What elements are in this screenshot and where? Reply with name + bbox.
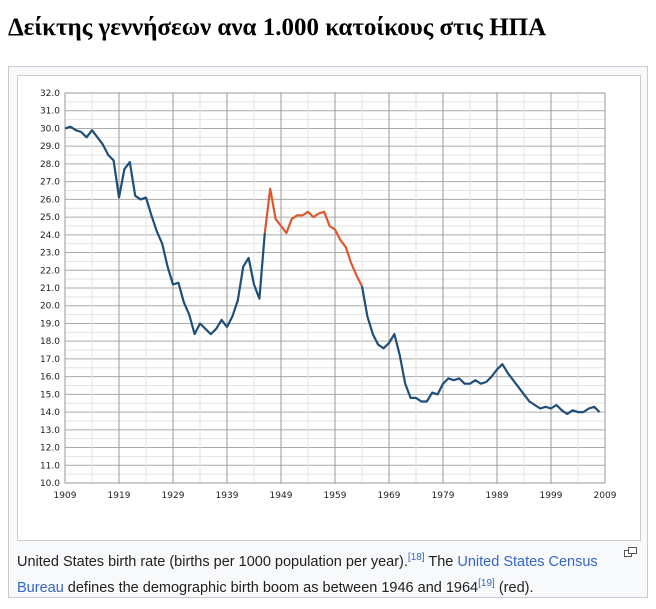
y-tick-label: 26.0 bbox=[40, 195, 60, 205]
caption-text: The bbox=[424, 553, 458, 570]
caption-text: (red). bbox=[494, 579, 534, 596]
y-tick-label: 20.0 bbox=[40, 302, 60, 312]
x-tick-label: 1999 bbox=[540, 491, 563, 501]
y-tick-label: 14.0 bbox=[40, 408, 60, 418]
birth-rate-chart: 10.0 11.0 12.0 13.0 14.0 15.0 16.0 17.0 18.0 19.0… bbox=[40, 89, 617, 501]
figure-caption: United States birth rate (births per 100… bbox=[17, 547, 617, 599]
series-line-pre-boom bbox=[64, 125, 266, 336]
figure: 10.0 11.0 12.0 13.0 14.0 15.0 16.0 17.0 18.0 19.0… bbox=[8, 66, 648, 598]
reference-link-19[interactable]: [19] bbox=[478, 577, 495, 589]
y-tick-label: 21.0 bbox=[40, 284, 60, 294]
y-tick-label: 24.0 bbox=[40, 231, 60, 241]
y-tick-label: 16.0 bbox=[40, 373, 60, 383]
census-bureau-link[interactable]: United States Census Bureau bbox=[17, 553, 598, 596]
y-tick-label: 10.0 bbox=[40, 479, 60, 489]
x-tick-label: 1929 bbox=[162, 491, 185, 501]
x-tick-label: 1969 bbox=[378, 491, 401, 501]
y-tick-label: 30.0 bbox=[40, 124, 60, 134]
caption-text: United States birth rate (births per 100… bbox=[17, 553, 408, 570]
y-tick-label: 29.0 bbox=[40, 142, 60, 152]
x-tick-label: 1909 bbox=[54, 491, 77, 501]
caption-text: defines the demographic birth boom as be… bbox=[63, 579, 479, 596]
y-tick-label: 13.0 bbox=[40, 426, 60, 436]
y-tick-label: 28.0 bbox=[40, 160, 60, 170]
y-tick-label: 15.0 bbox=[40, 390, 60, 400]
y-tick-label: 18.0 bbox=[40, 337, 60, 347]
chart-image[interactable]: 10.0 11.0 12.0 13.0 14.0 15.0 16.0 17.0 18.0 19.0… bbox=[17, 75, 641, 541]
x-tick-label: 1939 bbox=[216, 491, 239, 501]
y-tick-label: 23.0 bbox=[40, 249, 60, 259]
y-tick-label: 31.0 bbox=[40, 107, 60, 117]
page-title: Δείκτης γεννήσεων ανα 1.000 κατοίκους στ… bbox=[8, 14, 547, 41]
y-tick-label: 27.0 bbox=[40, 178, 60, 188]
plot-frame bbox=[64, 92, 606, 484]
y-tick-label: 32.0 bbox=[40, 89, 60, 99]
y-tick-label: 25.0 bbox=[40, 213, 60, 223]
series-line-baby-boom bbox=[263, 187, 363, 287]
y-tick-label: 22.0 bbox=[40, 266, 60, 276]
x-tick-label: 1959 bbox=[324, 491, 347, 501]
x-tick-label: 2009 bbox=[594, 491, 617, 501]
x-tick-label: 1979 bbox=[432, 491, 455, 501]
x-tick-label: 1919 bbox=[108, 491, 131, 501]
y-tick-label: 11.0 bbox=[40, 461, 60, 471]
y-tick-label: 19.0 bbox=[40, 319, 60, 329]
x-tick-label: 1989 bbox=[486, 491, 509, 501]
y-tick-label: 12.0 bbox=[40, 444, 60, 454]
enlarge-icon[interactable] bbox=[624, 547, 637, 557]
reference-link-18[interactable]: [18] bbox=[407, 552, 425, 563]
series-line-post-boom bbox=[360, 286, 601, 415]
y-tick-label: 17.0 bbox=[40, 355, 60, 365]
x-tick-label: 1949 bbox=[270, 491, 293, 501]
